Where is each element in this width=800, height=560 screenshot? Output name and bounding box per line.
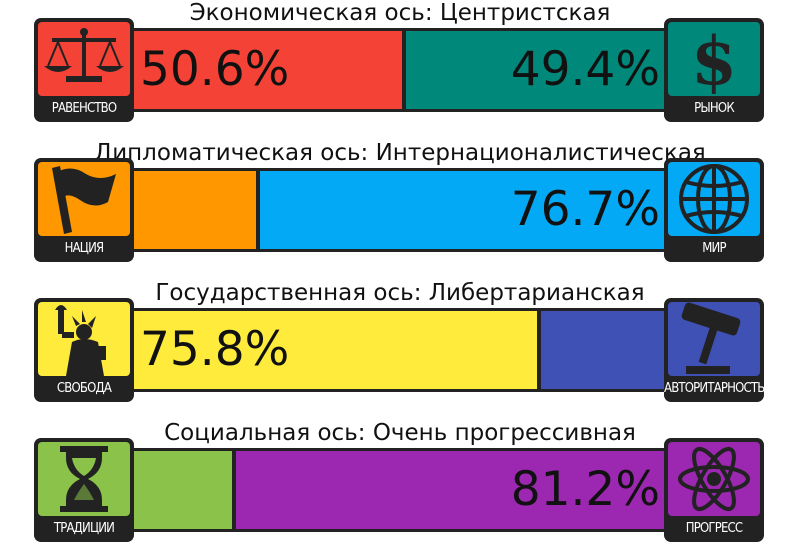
left-segment	[134, 31, 404, 109]
left-icon-label: НАЦИЯ	[64, 241, 105, 256]
left-icon-box: СВОБОДА	[34, 298, 134, 402]
axis-title: Экономическая ось: Центристская	[189, 0, 611, 26]
right-icon-bg	[668, 442, 760, 516]
left-percent: 50.6%	[140, 42, 290, 97]
left-segment	[134, 311, 539, 389]
right-icon-box: $ РЫНОК	[664, 18, 764, 122]
axis-bar: 75.8%	[134, 308, 668, 392]
axis-bar: 50.6% 49.4%	[134, 28, 668, 112]
right-icon-label: АВТОРИТАРНОСТЬ	[664, 381, 764, 396]
right-segment	[404, 31, 668, 109]
right-icon-box: МИР	[664, 158, 764, 262]
axis-title: Дипломатическая ось: Интернационалистиче…	[94, 140, 706, 166]
axis-bar: 81.2%	[134, 448, 668, 532]
dollar-icon: $	[691, 22, 737, 96]
right-percent: 49.4%	[510, 42, 660, 97]
segment-divider	[256, 171, 260, 249]
left-icon-box: НАЦИЯ	[34, 158, 134, 262]
right-icon-label: ПРОГРЕСС	[685, 521, 743, 536]
left-icon-label: СВОБОДА	[56, 381, 112, 396]
segment-divider	[402, 31, 406, 109]
hourglass-icon	[60, 446, 108, 512]
flag-icon	[52, 166, 116, 234]
right-segment	[539, 311, 668, 389]
right-icon-box: ПРОГРЕСС	[664, 438, 764, 542]
axis-title: Государственная ось: Либертарианская	[155, 280, 645, 306]
left-icon-bg	[38, 302, 130, 376]
atom-icon	[678, 446, 750, 512]
right-icon-label: МИР	[702, 241, 726, 256]
right-percent: 81.2%	[510, 462, 660, 517]
left-icon-box: РАВЕНСТВО	[34, 18, 134, 122]
gavel-icon	[681, 302, 741, 374]
left-segment	[134, 451, 234, 529]
left-icon-bg	[38, 442, 130, 516]
left-icon-bg	[38, 162, 130, 236]
right-segment	[258, 171, 668, 249]
left-percent: 75.8%	[140, 322, 290, 377]
right-icon-bg	[668, 302, 760, 376]
right-icon-bg	[668, 162, 760, 236]
left-icon-bg	[38, 22, 130, 96]
left-icon-box: ТРАДИЦИИ	[34, 438, 134, 542]
segment-divider	[232, 451, 236, 529]
right-icon-label: РЫНОК	[694, 101, 734, 116]
right-percent: 76.7%	[510, 182, 660, 237]
axis-bar: 76.7%	[134, 168, 668, 252]
svg-text:$: $	[691, 22, 737, 96]
left-icon-label: ТРАДИЦИИ	[53, 521, 115, 536]
left-icon-label: РАВЕНСТВО	[51, 101, 117, 116]
globe-icon	[679, 164, 749, 234]
segment-divider	[537, 311, 541, 389]
left-segment	[134, 171, 258, 249]
liberty-statue-icon	[55, 305, 106, 376]
scales-icon	[44, 28, 124, 82]
axis-title: Социальная ось: Очень прогрессивная	[164, 420, 636, 446]
right-icon-bg: $	[668, 22, 760, 96]
right-segment	[234, 451, 668, 529]
right-icon-box: АВТОРИТАРНОСТЬ	[664, 298, 764, 402]
